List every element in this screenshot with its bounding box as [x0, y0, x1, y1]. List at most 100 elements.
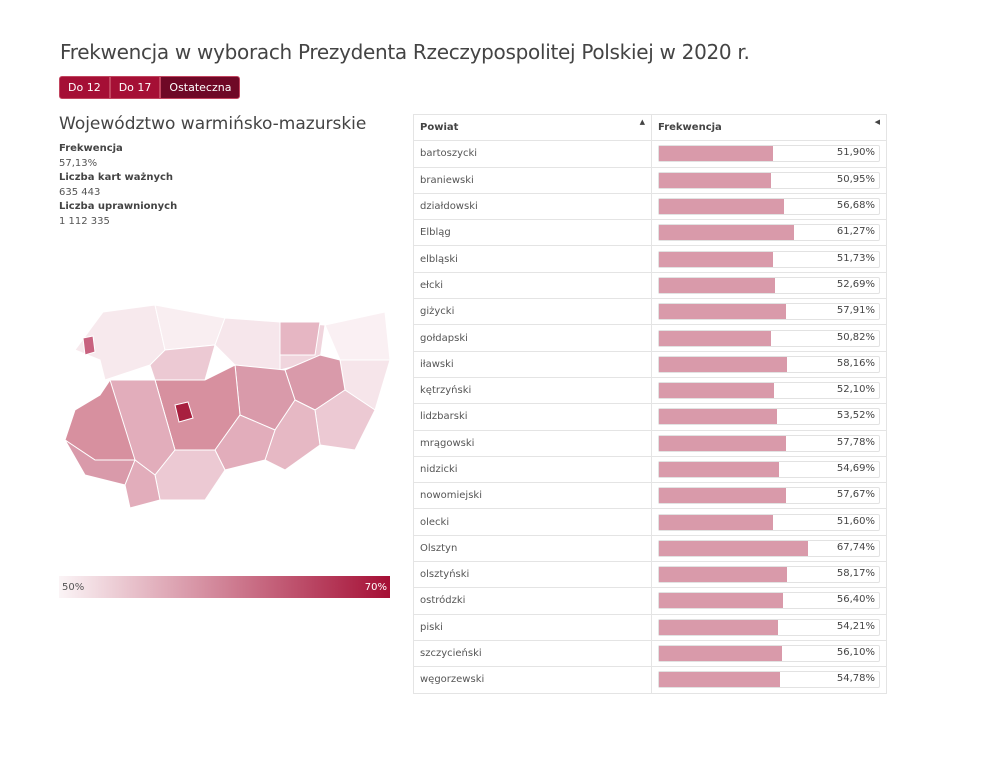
powiat-name: bartoszycki	[413, 140, 652, 168]
turnout-bar: 56,40%	[658, 592, 880, 610]
eligible-value: 1 112 335	[59, 215, 110, 227]
button-do-12[interactable]: Do 12	[59, 76, 110, 99]
turnout-bar-fill	[659, 514, 773, 530]
turnout-bar-fill	[659, 488, 786, 504]
turnout-bar-fill	[659, 462, 780, 477]
turnout-bar: 56,68%	[658, 198, 880, 216]
page-title: Frekwencja w wyborach Prezydenta Rzeczyp…	[60, 40, 750, 64]
table-row: węgorzewski 54,78%	[413, 666, 887, 694]
turnout-bar: 58,17%	[658, 566, 880, 584]
header-frekwencja-label: Frekwencja	[658, 122, 722, 134]
turnout-cell: 53,52%	[651, 403, 887, 431]
turnout-bar-fill	[659, 330, 771, 346]
powiat-name: węgorzewski	[413, 666, 652, 694]
turnout-bar-fill	[659, 277, 775, 293]
turnout-bar: 50,82%	[658, 329, 880, 347]
powiat-name: piski	[413, 613, 652, 641]
table-row: ełcki 52,69%	[413, 271, 887, 300]
turnout-value: 57,13%	[59, 157, 98, 169]
map-dzialdowski[interactable]	[124, 459, 161, 509]
map-wegorzewski[interactable]	[279, 321, 321, 356]
table-row: ostródzki 56,40%	[413, 587, 887, 615]
turnout-bar-fill	[659, 567, 787, 583]
table-row: mrągowski 57,78%	[413, 429, 887, 457]
turnout-bar: 54,78%	[658, 671, 880, 689]
choropleth-map	[64, 304, 391, 509]
map-bartoszycki[interactable]	[214, 317, 281, 371]
table-row: szczycieński 56,10%	[413, 639, 887, 668]
turnout-value: 56,10%	[836, 647, 875, 659]
powiat-name: Elbląg	[413, 219, 652, 247]
turnout-bar-fill	[659, 146, 774, 162]
powiat-name: szczycieński	[413, 639, 652, 668]
turnout-bar-fill	[659, 646, 783, 662]
turnout-value: 54,21%	[836, 620, 875, 632]
powiat-name: giżycki	[413, 298, 652, 326]
powiat-name: iławski	[413, 350, 652, 378]
turnout-value: 51,90%	[836, 147, 875, 159]
turnout-bar-fill	[659, 383, 774, 399]
turnout-cell: 58,16%	[651, 350, 887, 378]
powiat-name: mrągowski	[413, 429, 652, 457]
turnout-bar-fill	[659, 304, 787, 320]
turnout-value: 50,82%	[836, 331, 875, 343]
powiat-name: ełcki	[413, 271, 652, 300]
turnout-cell: 52,10%	[651, 376, 887, 405]
table-row: piski 54,21%	[413, 613, 887, 641]
turnout-cell: 57,91%	[651, 298, 887, 326]
turnout-cell: 56,40%	[651, 587, 887, 615]
turnout-cell: 57,67%	[651, 482, 887, 510]
turnout-bar-fill	[659, 356, 787, 372]
button-do-17[interactable]: Do 17	[109, 76, 161, 99]
powiat-name: Olsztyn	[413, 534, 652, 563]
turnout-value: 52,10%	[836, 384, 875, 396]
legend-max: 70%	[364, 582, 387, 593]
turnout-bar: 51,73%	[658, 250, 880, 268]
map-braniewski[interactable]	[154, 304, 226, 351]
turnout-bar-fill	[659, 435, 787, 451]
color-legend: 50% 70%	[59, 576, 390, 598]
turnout-bar: 50,95%	[658, 171, 880, 189]
header-powiat-label: Powiat	[420, 122, 459, 134]
turnout-value: 53,52%	[836, 410, 875, 422]
map-elblag[interactable]	[82, 335, 96, 356]
legend-min: 50%	[62, 582, 85, 593]
powiat-name: działdowski	[413, 192, 652, 221]
header-frekwencja[interactable]: Frekwencja ◀	[651, 113, 887, 142]
turnout-cell: 58,17%	[651, 561, 887, 589]
turnout-cell: 50,95%	[651, 166, 887, 194]
powiat-name: nowomiejski	[413, 482, 652, 510]
turnout-bar-fill	[659, 593, 784, 609]
header-powiat[interactable]: Powiat ▲	[413, 113, 652, 142]
turnout-bar: 52,10%	[658, 382, 880, 400]
time-toggle: Do 12 Do 17 Ostateczna	[59, 76, 241, 99]
valid-value: 635 443	[59, 186, 101, 198]
map-olsztyn[interactable]	[174, 401, 194, 423]
turnout-bar-fill	[659, 199, 784, 215]
map-goldapski[interactable]	[324, 311, 391, 361]
turnout-bar-fill	[659, 540, 809, 556]
turnout-cell: 50,82%	[651, 324, 887, 352]
turnout-bar: 52,69%	[658, 276, 880, 294]
button-ostateczna[interactable]: Ostateczna	[160, 76, 241, 99]
table-row: olecki 51,60%	[413, 508, 887, 536]
turnout-cell: 51,73%	[651, 245, 887, 273]
turnout-value: 57,67%	[836, 489, 875, 501]
table-row: działdowski 56,68%	[413, 192, 887, 221]
table-row: gołdapski 50,82%	[413, 324, 887, 352]
table-row: braniewski 50,95%	[413, 166, 887, 194]
turnout-cell: 52,69%	[651, 271, 887, 300]
turnout-bar: 53,52%	[658, 408, 880, 426]
turnout-bar: 51,60%	[658, 513, 880, 531]
turnout-bar: 57,91%	[658, 303, 880, 321]
turnout-value: 67,74%	[836, 541, 875, 553]
turnout-bar: 57,67%	[658, 487, 880, 505]
map-lidzbarski[interactable]	[149, 344, 216, 381]
sort-icon: ◀	[874, 118, 880, 126]
turnout-bar-fill	[659, 409, 777, 425]
powiat-name: kętrzyński	[413, 376, 652, 405]
turnout-value: 61,27%	[836, 226, 875, 238]
turnout-bar: 54,69%	[658, 461, 880, 478]
turnout-value: 56,40%	[836, 594, 875, 606]
turnout-cell: 67,74%	[651, 534, 887, 563]
